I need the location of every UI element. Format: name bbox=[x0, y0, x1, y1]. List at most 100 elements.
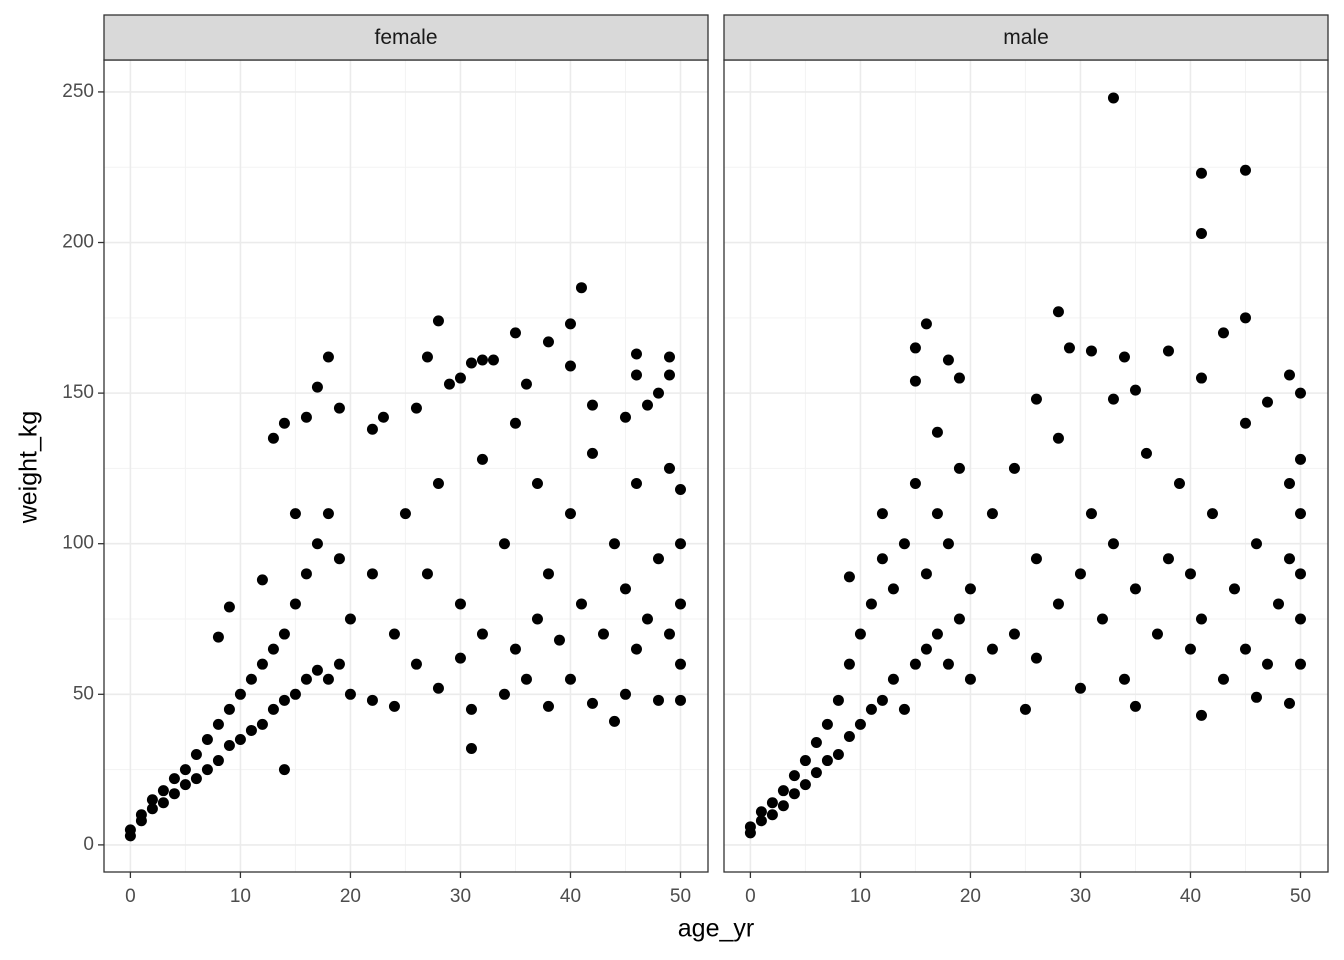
point bbox=[454, 372, 466, 384]
point bbox=[854, 718, 866, 730]
point bbox=[1239, 312, 1251, 324]
point bbox=[1239, 417, 1251, 429]
point bbox=[410, 402, 422, 414]
point bbox=[788, 788, 800, 800]
point bbox=[821, 755, 833, 767]
point bbox=[190, 749, 202, 761]
point bbox=[1107, 538, 1119, 550]
point bbox=[777, 785, 789, 797]
point bbox=[311, 664, 323, 676]
x-tick-label: 50 bbox=[670, 886, 691, 907]
point bbox=[212, 631, 224, 643]
point bbox=[1085, 345, 1097, 357]
point bbox=[465, 743, 477, 755]
point bbox=[476, 453, 488, 465]
point bbox=[755, 806, 767, 818]
x-tick-label: 10 bbox=[850, 886, 871, 907]
point bbox=[843, 571, 855, 583]
point bbox=[821, 718, 833, 730]
x-tick-label: 0 bbox=[125, 886, 136, 907]
x-tick-label: 30 bbox=[1070, 886, 1091, 907]
point bbox=[531, 477, 543, 489]
y-tick-label: 0 bbox=[83, 834, 94, 855]
point bbox=[887, 673, 899, 685]
point bbox=[652, 553, 664, 565]
point bbox=[663, 462, 675, 474]
point bbox=[953, 613, 965, 625]
point bbox=[986, 508, 998, 520]
point bbox=[766, 809, 778, 821]
point bbox=[223, 740, 235, 752]
point bbox=[953, 372, 965, 384]
point bbox=[1217, 673, 1229, 685]
point bbox=[674, 483, 686, 495]
point bbox=[630, 477, 642, 489]
point bbox=[1206, 508, 1218, 520]
y-tick-label: 100 bbox=[62, 533, 94, 554]
point bbox=[766, 797, 778, 809]
point bbox=[652, 694, 664, 706]
point bbox=[865, 703, 877, 715]
point bbox=[322, 508, 334, 520]
point bbox=[1195, 709, 1207, 721]
point bbox=[1140, 447, 1152, 459]
point bbox=[223, 703, 235, 715]
point bbox=[278, 417, 290, 429]
point bbox=[898, 538, 910, 550]
point bbox=[641, 613, 653, 625]
point bbox=[1283, 369, 1295, 381]
point bbox=[454, 598, 466, 610]
point bbox=[810, 736, 822, 748]
point bbox=[1239, 643, 1251, 655]
point bbox=[619, 411, 631, 423]
point bbox=[1030, 553, 1042, 565]
point bbox=[1294, 387, 1306, 399]
point bbox=[1118, 673, 1130, 685]
point bbox=[931, 426, 943, 438]
point bbox=[630, 348, 642, 360]
point bbox=[256, 574, 268, 586]
point bbox=[1283, 697, 1295, 709]
y-tick-label: 250 bbox=[62, 81, 94, 102]
point bbox=[278, 694, 290, 706]
point bbox=[366, 694, 378, 706]
point bbox=[289, 598, 301, 610]
point bbox=[168, 773, 180, 785]
point bbox=[212, 718, 224, 730]
point bbox=[575, 598, 587, 610]
point bbox=[388, 628, 400, 640]
point bbox=[1184, 643, 1196, 655]
point bbox=[531, 613, 543, 625]
point bbox=[854, 628, 866, 640]
point bbox=[1162, 345, 1174, 357]
point bbox=[256, 718, 268, 730]
point bbox=[201, 733, 213, 745]
point bbox=[322, 673, 334, 685]
point bbox=[377, 411, 389, 423]
point bbox=[1074, 682, 1086, 694]
point bbox=[619, 688, 631, 700]
point bbox=[289, 508, 301, 520]
point bbox=[1283, 477, 1295, 489]
x-axis-title: age_yr bbox=[678, 915, 754, 943]
x-tick-label: 10 bbox=[230, 886, 251, 907]
point bbox=[843, 730, 855, 742]
point bbox=[223, 601, 235, 613]
point bbox=[1261, 396, 1273, 408]
point bbox=[1008, 628, 1020, 640]
y-tick-label: 150 bbox=[62, 382, 94, 403]
point bbox=[1228, 583, 1240, 595]
point bbox=[344, 688, 356, 700]
point bbox=[190, 773, 202, 785]
point bbox=[509, 643, 521, 655]
point bbox=[1052, 598, 1064, 610]
point bbox=[267, 432, 279, 444]
point bbox=[964, 583, 976, 595]
point bbox=[509, 327, 521, 339]
point bbox=[1074, 568, 1086, 580]
point bbox=[909, 375, 921, 387]
point bbox=[630, 369, 642, 381]
point bbox=[1195, 227, 1207, 239]
point bbox=[476, 354, 488, 366]
